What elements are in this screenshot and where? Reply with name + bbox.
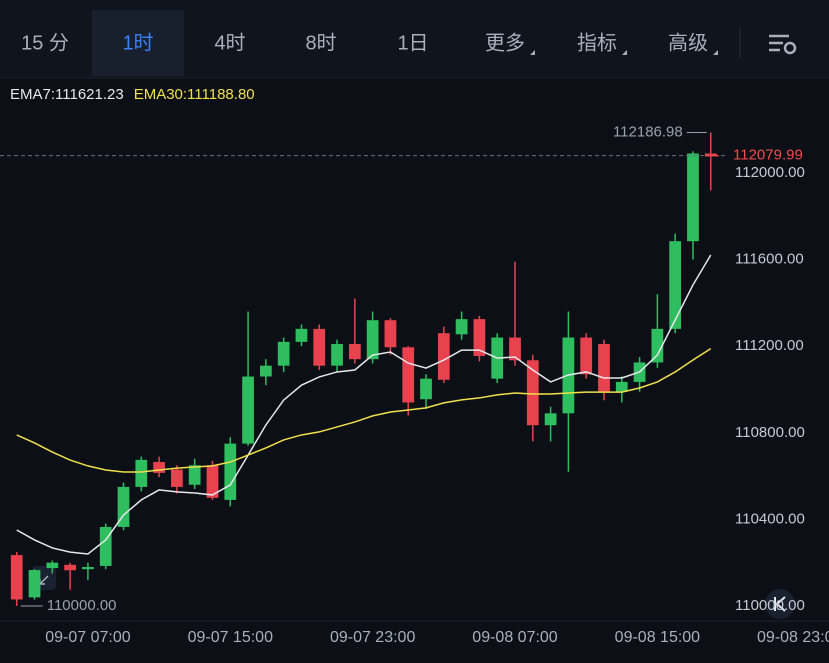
tab[interactable]: 4时	[214, 31, 245, 54]
candle-body	[46, 562, 59, 569]
candle-body	[313, 328, 326, 366]
candle-body	[526, 360, 539, 426]
tab[interactable]: 更多	[485, 31, 525, 54]
x-tick-label: 09-08 15:00	[615, 629, 701, 646]
ema-line	[16, 347, 712, 473]
tab[interactable]: 15 分	[21, 31, 69, 54]
tab[interactable]: 8时	[305, 31, 336, 54]
candle-body	[171, 469, 183, 487]
candle-body	[64, 564, 76, 571]
candle-body	[117, 486, 130, 527]
x-tick-label: 09-07 23:00	[330, 629, 416, 646]
y-tick-label: 112000.00	[735, 164, 805, 181]
candle-body	[455, 319, 468, 335]
candle-body	[437, 333, 450, 380]
candle-body	[580, 337, 593, 375]
y-tick-label: 111200.00	[735, 337, 804, 354]
candle-body	[206, 465, 219, 498]
candle-body	[509, 337, 521, 361]
tab[interactable]: 高级	[668, 31, 708, 54]
candle-body	[384, 320, 397, 348]
candle-body	[402, 347, 415, 403]
candle-body	[277, 341, 290, 366]
candle-body	[259, 365, 272, 377]
candle-body	[669, 241, 682, 329]
y-tick-label: 110000.00	[735, 597, 805, 614]
x-tick-label: 09-08 07:00	[472, 629, 558, 646]
low-label: 110000.00	[47, 597, 117, 614]
candle-body	[99, 526, 112, 566]
candle-body	[348, 344, 361, 360]
kline-button[interactable]	[765, 589, 795, 619]
y-tick-label: 110800.00	[735, 424, 805, 441]
last-price-label: 112079.99	[733, 147, 803, 164]
candle-body	[153, 462, 165, 473]
y-tick-label: 111600.00	[735, 251, 804, 268]
candle-body	[295, 328, 308, 342]
candle-body	[598, 344, 610, 392]
tab-caret	[622, 50, 627, 55]
tab[interactable]: 指标	[577, 31, 617, 54]
tab[interactable]: 1时	[122, 31, 153, 54]
settings-icon[interactable]	[769, 34, 797, 55]
y-tick-label: 110400.00	[735, 510, 805, 527]
tab-caret	[530, 50, 535, 55]
x-tick-label: 09-07 07:00	[45, 629, 131, 646]
candle-body	[651, 328, 664, 363]
candle-body	[82, 567, 94, 570]
x-tick-label: 09-07 15:00	[188, 629, 274, 646]
candle-body	[10, 555, 23, 600]
candle-body	[687, 153, 699, 242]
candle-body	[331, 344, 343, 366]
ema-line	[16, 254, 712, 555]
candle-body	[28, 570, 41, 598]
selected-tab-bg	[92, 10, 184, 76]
tab-caret	[713, 50, 718, 55]
candle-body	[366, 320, 379, 360]
tab[interactable]: 1日	[397, 32, 428, 54]
high-label: 112186.98	[613, 123, 683, 140]
legend-entry: EMA7:111621.23	[10, 86, 124, 103]
legend-entry: EMA30:111188.80	[134, 86, 255, 103]
candle-body	[188, 465, 201, 485]
candle-body	[473, 319, 486, 356]
candle-body	[704, 153, 717, 156]
candle-body	[615, 381, 628, 392]
candle-body	[242, 376, 254, 444]
candle-body	[420, 378, 432, 400]
x-tick-label: 09-08 23:00	[757, 629, 829, 646]
candle-body	[544, 413, 557, 426]
candle-body	[135, 459, 148, 487]
candle-body	[224, 443, 237, 500]
